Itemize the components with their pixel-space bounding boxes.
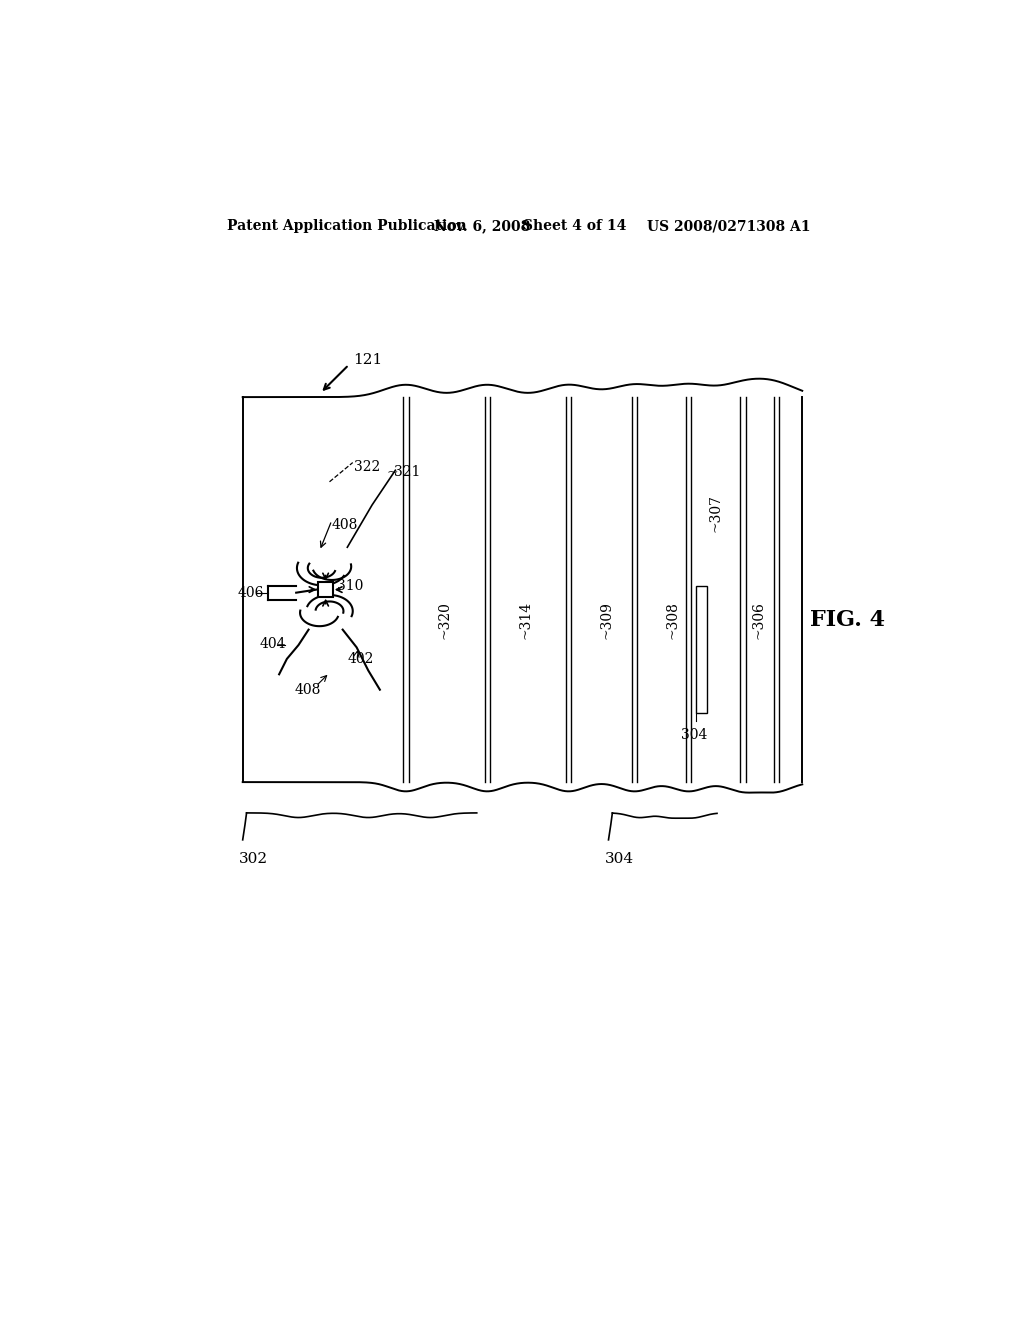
Text: 408: 408 [295, 682, 321, 697]
Text: ~307: ~307 [709, 494, 723, 532]
Text: 304: 304 [681, 729, 707, 742]
Text: 402: 402 [347, 652, 374, 665]
Text: 302: 302 [239, 853, 268, 866]
Text: 322: 322 [353, 461, 380, 474]
Text: 404: 404 [260, 636, 287, 651]
Text: ~306: ~306 [751, 602, 765, 639]
Text: ~314: ~314 [518, 602, 532, 639]
Text: 310: 310 [337, 578, 364, 593]
Text: ~320: ~320 [437, 602, 452, 639]
Text: Sheet 4 of 14: Sheet 4 of 14 [523, 219, 627, 234]
Text: ~308: ~308 [666, 602, 680, 639]
Text: Nov. 6, 2008: Nov. 6, 2008 [434, 219, 530, 234]
Bar [317, 582, 334, 598]
Bar [696, 586, 707, 713]
Text: 408: 408 [332, 517, 358, 532]
Text: ~: ~ [386, 466, 397, 480]
Text: Patent Application Publication: Patent Application Publication [227, 219, 467, 234]
Text: US 2008/0271308 A1: US 2008/0271308 A1 [647, 219, 811, 234]
Text: 406: 406 [238, 586, 264, 599]
Text: 304: 304 [604, 853, 634, 866]
Text: ~309: ~309 [600, 602, 614, 639]
Text: 121: 121 [352, 354, 382, 367]
Text: FIG. 4: FIG. 4 [810, 610, 885, 631]
Text: 321: 321 [394, 465, 420, 479]
